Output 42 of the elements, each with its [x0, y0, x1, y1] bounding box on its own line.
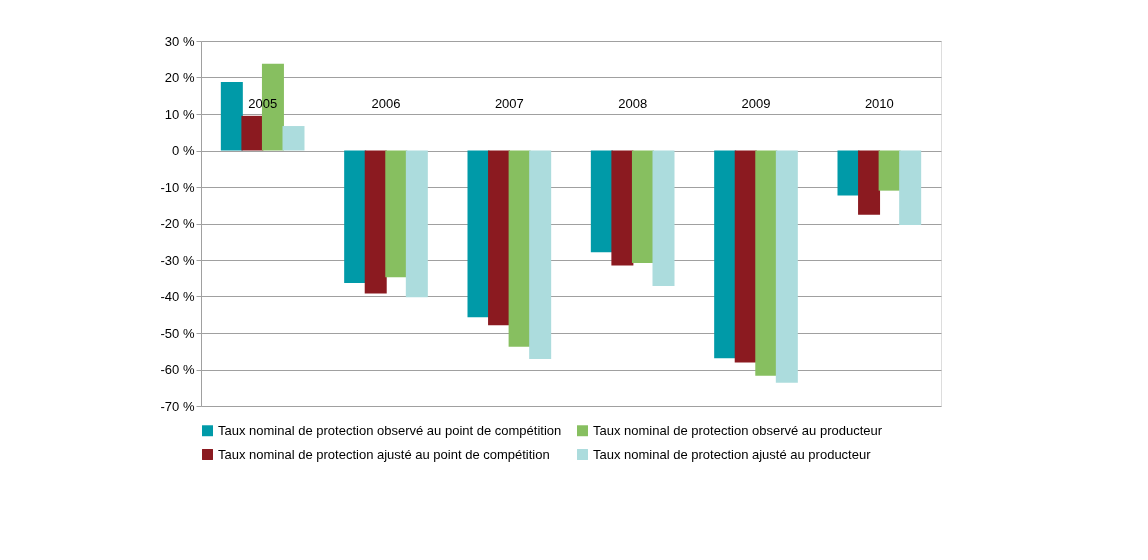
legend-label: Taux nominal de protection ajusté au producteur [593, 446, 872, 462]
bar [858, 150, 881, 215]
y-tick-label: 0 % [172, 143, 195, 158]
bar [590, 150, 613, 253]
bar [282, 126, 305, 151]
x-tick-label: 2007 [494, 96, 524, 112]
bar [364, 150, 387, 294]
y-tick-label: -10 % [160, 179, 195, 195]
bar [385, 150, 408, 278]
x-tick-label: 2008 [618, 96, 648, 112]
bar [241, 115, 264, 151]
bar [652, 150, 675, 286]
bar [344, 150, 367, 283]
x-tick-label: 2006 [371, 96, 401, 112]
y-tick-label: -50 % [160, 325, 195, 341]
bar [611, 150, 634, 266]
bar [508, 150, 531, 347]
bar [488, 150, 511, 326]
y-tick-label: -60 % [160, 362, 195, 377]
bar [775, 150, 798, 383]
y-tick-label: -70 % [160, 398, 195, 414]
bar [734, 150, 757, 363]
y-tick-label: 20 % [164, 70, 195, 85]
bar [467, 150, 490, 318]
y-tick-label: -20 % [160, 216, 195, 231]
bar [529, 150, 552, 359]
y-tick-label: -40 % [160, 289, 195, 304]
bar [631, 150, 654, 263]
y-tick-label: 30 % [164, 33, 195, 49]
bar [714, 150, 737, 359]
y-tick-label: -30 % [160, 252, 195, 268]
bar [899, 150, 922, 225]
x-tick-label: 2010 [864, 96, 894, 112]
legend-label: Taux nominal de protection ajusté au point de compétition [218, 446, 550, 462]
bar [220, 81, 243, 151]
y-tick-label: 10 % [164, 106, 195, 122]
x-tick-label: 2009 [741, 96, 771, 112]
bar [755, 150, 778, 376]
legend-label: Taux nominal de protection observé au producteur [593, 422, 883, 438]
legend-label: Taux nominal de protection observé au point de compétition [218, 422, 562, 438]
bar [405, 150, 428, 298]
bar [878, 150, 901, 191]
